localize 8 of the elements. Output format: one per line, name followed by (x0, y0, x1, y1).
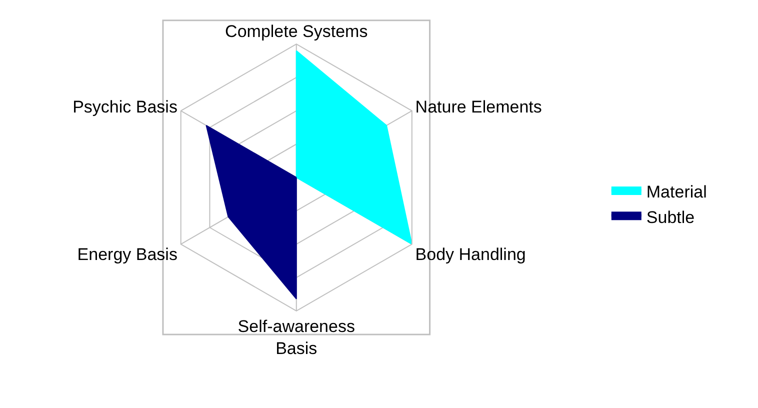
legend-label: Material (646, 182, 707, 202)
spoke-label: Energy Basis (77, 244, 178, 264)
spoke-label: Psychic Basis (72, 97, 178, 116)
legend-label: Subtle (646, 208, 695, 227)
spoke-label: Nature Elements (415, 97, 542, 116)
spoke-label: Body Handling (415, 244, 526, 264)
spoke-label: Complete Systems (225, 22, 368, 41)
spoke-label: Self-awareness Basis (238, 316, 355, 358)
